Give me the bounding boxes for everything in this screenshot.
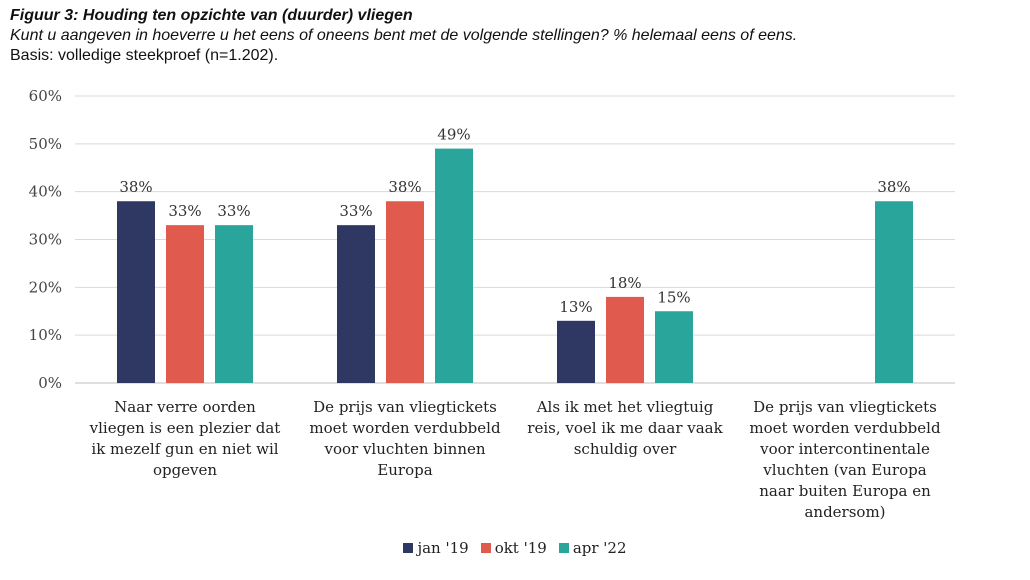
bar (435, 148, 473, 383)
data-label: 38% (119, 178, 152, 196)
data-label: 18% (608, 274, 641, 292)
bar (166, 225, 204, 383)
data-label: 49% (437, 126, 470, 144)
figure-header: Figuur 3: Houding ten opzichte van (duur… (10, 6, 1020, 66)
x-tick-label: Als ik met het vliegtuig reis, voel ik me… (525, 397, 725, 460)
x-tick-label: De prijs van vliegtickets moet worden ver… (305, 397, 505, 481)
legend-item: jan '19 (403, 539, 469, 557)
x-tick-label-line: schuldig over (573, 440, 677, 458)
bar (337, 225, 375, 383)
chart-legend: jan '19 okt '19 apr '22 (0, 539, 1030, 557)
figure-title: Figuur 3: Houding ten opzichte van (duur… (10, 7, 413, 24)
legend-label: okt '19 (494, 539, 547, 557)
x-tick-label-line: ik mezelf gun en niet wil (91, 440, 279, 458)
y-tick-label: 60% (29, 87, 62, 105)
x-tick-label-line: vliegen is een plezier dat (89, 419, 281, 437)
data-label: 38% (877, 178, 910, 196)
bar (386, 201, 424, 383)
data-label: 33% (217, 202, 250, 220)
data-label: 15% (657, 288, 690, 306)
x-tick-label-line: andersom) (804, 503, 886, 521)
x-tick-label-line: Als ik met het vliegtuig (536, 398, 714, 416)
x-tick-label-line: De prijs van vliegtickets (753, 398, 937, 416)
bar (875, 201, 913, 383)
x-tick-label-line: De prijs van vliegtickets (313, 398, 497, 416)
legend-item: apr '22 (558, 539, 627, 557)
data-label: 33% (168, 202, 201, 220)
x-tick-label-line: voor vluchten binnen (324, 440, 486, 458)
x-tick-label-line: opgeven (152, 461, 218, 479)
x-tick-label-line: reis, voel ik me daar vaak (527, 419, 723, 437)
legend-swatch (558, 543, 569, 553)
y-tick-label: 30% (29, 231, 62, 249)
y-tick-label: 50% (29, 135, 62, 153)
x-tick-label: Naar verre oorden vliegen is een plezier … (85, 397, 285, 481)
x-tick-label-line: Europa (377, 461, 433, 479)
y-tick-label: 20% (29, 278, 62, 296)
bar (606, 296, 644, 383)
bar (655, 311, 693, 383)
y-tick-label: 0% (38, 374, 62, 392)
x-tick-label-line: voor intercontinentale (760, 440, 930, 458)
bar (215, 225, 253, 383)
y-tick-label: 10% (29, 326, 62, 344)
x-tick-label-line: vluchten (van Europa (763, 461, 927, 479)
x-tick-label-line: Naar verre oorden (114, 398, 256, 416)
data-label: 33% (339, 202, 372, 220)
data-label: 38% (388, 178, 421, 196)
legend-swatch (403, 543, 414, 553)
legend-label: apr '22 (572, 539, 627, 557)
bar (557, 320, 595, 383)
x-tick-label-line: moet worden verdubbeld (749, 419, 941, 437)
legend-label: jan '19 (417, 539, 469, 557)
x-tick-label: De prijs van vliegtickets moet worden ver… (745, 397, 945, 523)
data-label: 13% (559, 298, 592, 316)
figure-base: Basis: volledige steekproef (n=1.202). (10, 47, 279, 64)
bar (117, 201, 155, 383)
x-tick-label-line: naar buiten Europa en (759, 482, 931, 500)
y-tick-label: 40% (29, 183, 62, 201)
legend-item: okt '19 (480, 539, 547, 557)
legend-swatch (480, 543, 491, 553)
figure-subtitle: Kunt u aangeven in hoeverre u het eens o… (10, 27, 798, 44)
x-tick-label-line: moet worden verdubbeld (309, 419, 501, 437)
